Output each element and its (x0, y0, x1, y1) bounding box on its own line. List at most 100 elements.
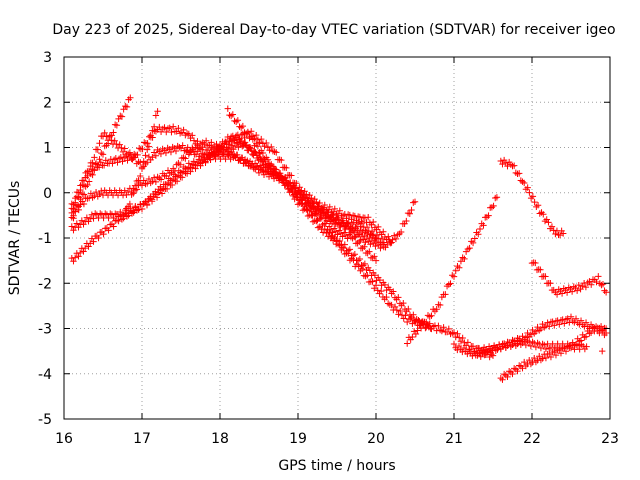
data-point (364, 230, 371, 238)
data-point (319, 205, 326, 213)
data-point (298, 187, 305, 194)
data-point (157, 150, 165, 158)
data-point (134, 151, 141, 159)
data-point (243, 158, 250, 166)
data-point (118, 113, 126, 120)
data-point (363, 223, 371, 231)
data-point (356, 230, 363, 238)
data-point (293, 180, 300, 187)
series-track-l (497, 156, 567, 239)
data-point (201, 151, 208, 158)
data-point (124, 157, 131, 164)
data-point (452, 333, 459, 341)
data-point (426, 313, 433, 320)
x-tick-labels: 16 17 18 19 20 21 22 23 (55, 431, 619, 447)
data-point (75, 224, 82, 231)
data-point (183, 165, 191, 173)
data-point (260, 171, 268, 178)
data-point (90, 238, 97, 245)
data-point (173, 173, 181, 180)
data-point (141, 139, 148, 146)
data-point (234, 151, 241, 159)
data-point (301, 188, 308, 195)
data-point (475, 231, 482, 238)
data-point (263, 139, 270, 147)
data-point (154, 108, 161, 115)
data-point (256, 139, 263, 146)
data-point (229, 111, 237, 118)
data-point (392, 235, 400, 243)
data-point (167, 148, 175, 156)
data-point (96, 156, 103, 163)
data-point (468, 238, 475, 245)
data-marks (68, 94, 610, 383)
data-point (594, 324, 601, 332)
series-track-n (528, 259, 610, 298)
data-point (234, 117, 242, 124)
data-point (469, 343, 477, 350)
data-point (288, 172, 295, 179)
data-point (514, 367, 521, 375)
data-point (573, 287, 581, 294)
data-point (94, 146, 101, 153)
data-point (176, 161, 184, 168)
data-point (371, 253, 378, 260)
series-track-j (380, 198, 419, 251)
data-point (454, 330, 461, 337)
data-point (372, 257, 380, 264)
data-point (459, 254, 466, 261)
x-tick-label: 20 (367, 431, 385, 447)
data-point (269, 147, 277, 155)
data-point (248, 128, 255, 135)
data-point (116, 141, 123, 148)
data-point (147, 132, 154, 139)
data-point (374, 287, 381, 294)
data-point (314, 203, 322, 210)
data-point (123, 103, 131, 111)
data-point (567, 313, 575, 320)
data-point (455, 342, 463, 350)
data-point (130, 209, 137, 216)
data-point (541, 324, 548, 331)
data-point (405, 305, 412, 313)
data-point (146, 133, 153, 140)
data-point (113, 122, 121, 129)
data-point (153, 191, 161, 198)
data-point (137, 201, 144, 208)
data-point (85, 194, 93, 202)
data-point (536, 353, 543, 360)
data-point (588, 281, 595, 288)
data-point (365, 213, 372, 221)
data-point (296, 184, 303, 191)
data-point (129, 156, 136, 163)
data-point (361, 243, 368, 250)
data-point (73, 220, 81, 227)
data-point (339, 233, 346, 240)
data-point (231, 117, 238, 125)
data-point (70, 212, 77, 219)
data-point (80, 248, 87, 255)
data-point (558, 290, 566, 297)
data-point (138, 205, 146, 213)
data-point (283, 180, 290, 187)
data-point (80, 200, 88, 208)
data-point (294, 201, 302, 208)
data-point (545, 219, 552, 226)
data-point (185, 151, 192, 158)
data-point (195, 156, 203, 163)
data-point (271, 148, 278, 155)
data-point (113, 140, 120, 148)
data-point (532, 259, 539, 267)
data-point (205, 152, 213, 159)
data-point (80, 191, 88, 198)
data-point (395, 311, 402, 318)
data-point (117, 112, 124, 120)
data-point (543, 216, 550, 223)
data-point (485, 212, 492, 219)
data-point (242, 141, 249, 149)
data-point (98, 149, 105, 157)
data-point (536, 210, 543, 217)
data-point (527, 342, 535, 350)
data-point (179, 142, 186, 149)
data-point (355, 263, 362, 270)
